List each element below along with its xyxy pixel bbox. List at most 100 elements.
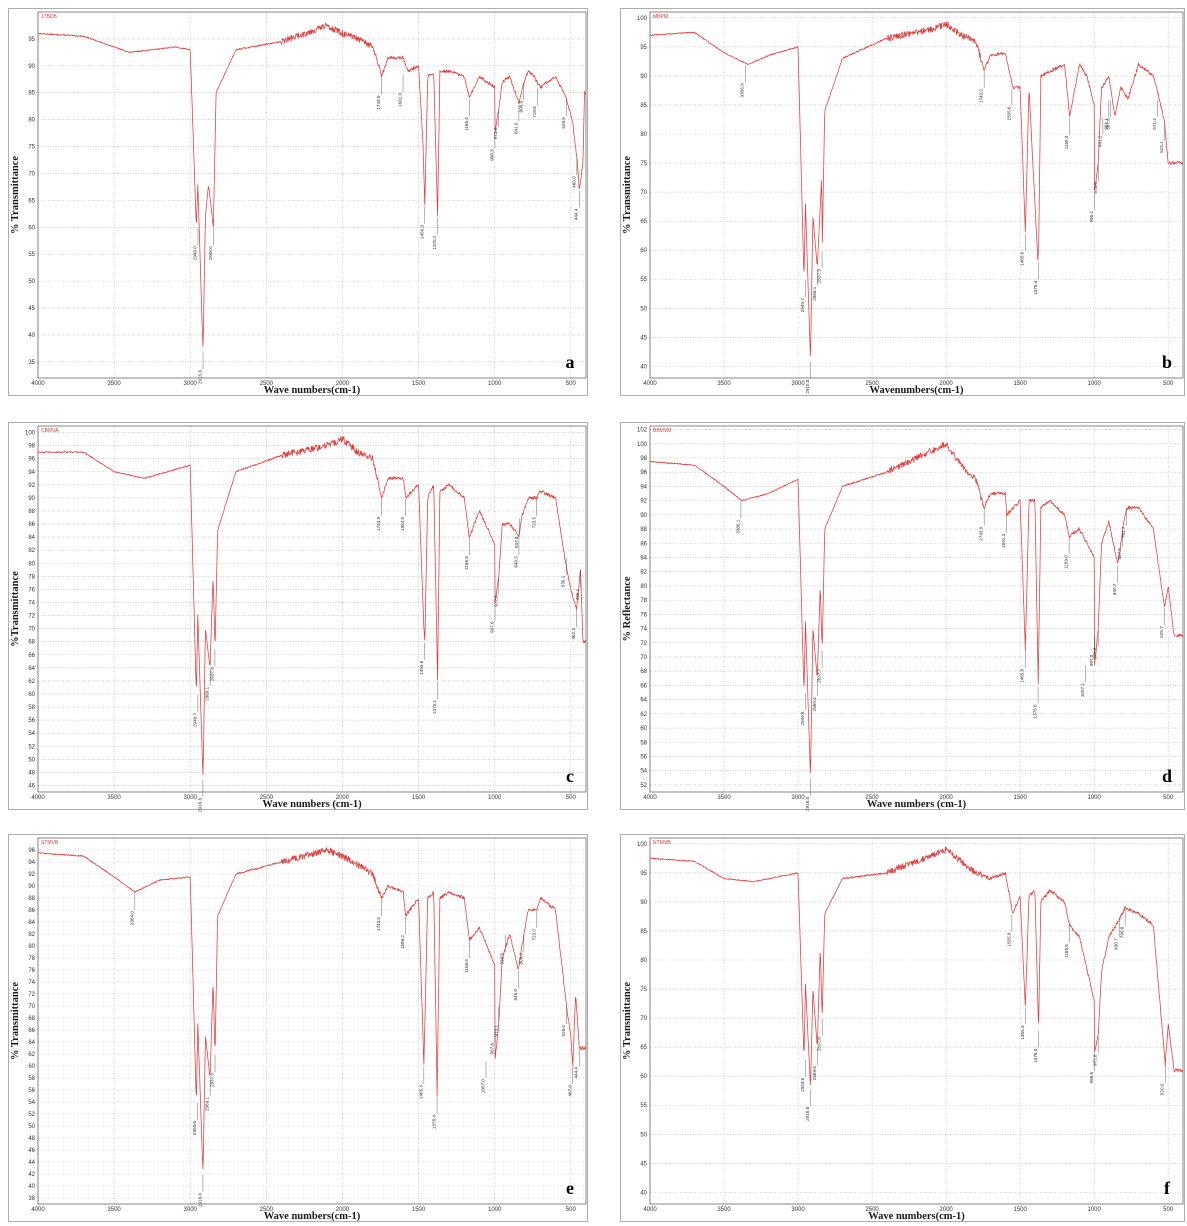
y-tick-label: 100 (637, 442, 648, 448)
peak-label: 2949.7 (192, 713, 197, 727)
panel-letter: e (566, 1178, 574, 1198)
plot-area-border (649, 425, 1184, 793)
x-axis-title: Wave numbers(cm-1) (264, 385, 361, 396)
peak-label: 2915.8 (198, 370, 203, 384)
y-tick-label: 66 (28, 653, 35, 659)
y-tick-label: 70 (640, 190, 647, 196)
y-tick-label: 76 (28, 587, 35, 593)
peak-label: 930.6 (500, 953, 505, 965)
peak-label: 973.4 (493, 127, 498, 139)
panel-letter: f (1164, 1178, 1171, 1198)
y-tick-label: 56 (640, 754, 647, 760)
spectrum-series-line (37, 435, 587, 776)
y-tick-label: 74 (28, 980, 35, 986)
peak-label: 3356.9 (740, 83, 745, 97)
y-tick-label: 88 (28, 896, 35, 902)
x-tick-label: 1500 (412, 1207, 426, 1213)
x-tick-label: 1500 (1013, 1207, 1027, 1213)
peak-label: 781.7 (1121, 526, 1126, 538)
peak-label: 997.0 (1089, 654, 1094, 666)
y-tick-label: 80 (640, 958, 647, 964)
x-tick-label: 2500 (260, 381, 274, 387)
y-tick-label: 50 (640, 1132, 647, 1138)
y-tick-label: 100 (25, 431, 36, 437)
y-tick-label: 90 (28, 884, 35, 890)
x-tick-label: 500 (1163, 1207, 1174, 1213)
y-tick-label: 62 (640, 712, 647, 718)
peak-label: 723.5 (531, 516, 536, 528)
sample-id-label: BBMVM (653, 428, 671, 434)
peak-label: 1602.0 (398, 92, 403, 106)
peak-label: 1166.4 (464, 117, 469, 131)
peak-label: 2916.8 (197, 1193, 202, 1207)
y-tick-label: 82 (28, 932, 35, 938)
x-tick-label: 3500 (717, 795, 731, 801)
y-axis-title: % Transmittance (622, 982, 633, 1060)
y-tick-label: 95 (640, 45, 647, 51)
y-tick-label: 55 (28, 252, 35, 258)
y-tick-label: 94 (28, 860, 35, 866)
y-tick-label: 45 (28, 306, 35, 312)
y-tick-label: 70 (640, 655, 647, 661)
y-tick-label: 68 (28, 1016, 35, 1022)
sample-id-label: NTMVB (653, 840, 671, 846)
y-tick-label: 54 (28, 1100, 35, 1106)
peak-label: 972.8 (1093, 1054, 1098, 1066)
peak-label: 790.8 (1120, 926, 1125, 938)
y-tick-label: 56 (28, 718, 35, 724)
y-tick-label: 86 (28, 908, 35, 914)
y-tick-label: 80 (640, 584, 647, 590)
x-tick-label: 2000 (939, 795, 953, 801)
plot-area-border (649, 11, 1184, 379)
peak-label: 1375.2 (432, 235, 437, 249)
chart-svg-c: 46 48 50 52 54 56 58 60 62 64 66 68 70 72 74 76 78 80 82 84… (8, 422, 588, 812)
peak-label: 1459.6 (419, 660, 424, 674)
y-tick-label: 60 (28, 692, 35, 698)
x-tick-label: 500 (1163, 381, 1174, 387)
y-tick-label: 72 (640, 641, 647, 647)
y-tick-label: 58 (28, 705, 35, 711)
x-tick-label: 1500 (412, 795, 426, 801)
y-tick-label: 65 (640, 219, 647, 225)
peak-label: 2837.0 (817, 1037, 822, 1051)
y-tick-label: 45 (640, 1161, 647, 1167)
plot-area-border (37, 425, 587, 793)
peak-label: 524.1 (1159, 141, 1164, 153)
peak-label: 2837.0 (210, 1073, 215, 1087)
peak-label: 2869.1 (205, 686, 210, 700)
spectrum-series-line (649, 846, 1184, 1086)
peak-label: 719.8 (532, 106, 537, 118)
peak-label: 2869.8 (812, 1066, 817, 1080)
panel-frame (8, 834, 588, 1222)
y-tick-label: 62 (28, 679, 35, 685)
x-tick-label: 3000 (791, 1207, 805, 1213)
x-tick-label: 500 (1163, 795, 1174, 801)
y-tick-label: 60 (640, 1074, 647, 1080)
peak-label: 723.0 (531, 929, 536, 941)
peak-label: 998.2 (1089, 211, 1094, 223)
peak-label: 997.6 (490, 621, 495, 633)
x-tick-label: 2500 (260, 1207, 274, 1213)
y-tick-label: 40 (28, 1184, 35, 1190)
y-tick-label: 72 (28, 614, 35, 620)
peak-label: 487.0 (567, 1085, 572, 1097)
peak-label: 1376.0 (1033, 1048, 1038, 1062)
spectrum-series-line (649, 21, 1184, 357)
y-tick-label: 86 (28, 522, 35, 528)
x-tick-label: 3500 (717, 1207, 731, 1213)
y-tick-label: 62 (28, 1052, 35, 1058)
peak-label: 1743.5 (376, 917, 381, 931)
y-tick-label: 70 (28, 627, 35, 633)
y-tick-label: 88 (640, 527, 647, 533)
peak-label: 2868.1 (812, 286, 817, 300)
peak-label: 460.0 (571, 176, 576, 188)
x-tick-label: 3000 (184, 1207, 198, 1213)
peak-label: 3386.1 (735, 519, 740, 533)
y-tick-label: 96 (640, 470, 647, 476)
x-tick-label: 1000 (488, 381, 502, 387)
y-tick-label: 54 (640, 769, 647, 775)
y-tick-label: 92 (28, 872, 35, 878)
y-tick-label: 42 (28, 1172, 35, 1178)
y-tick-label: 68 (28, 640, 35, 646)
panel-letter: d (1162, 766, 1172, 786)
